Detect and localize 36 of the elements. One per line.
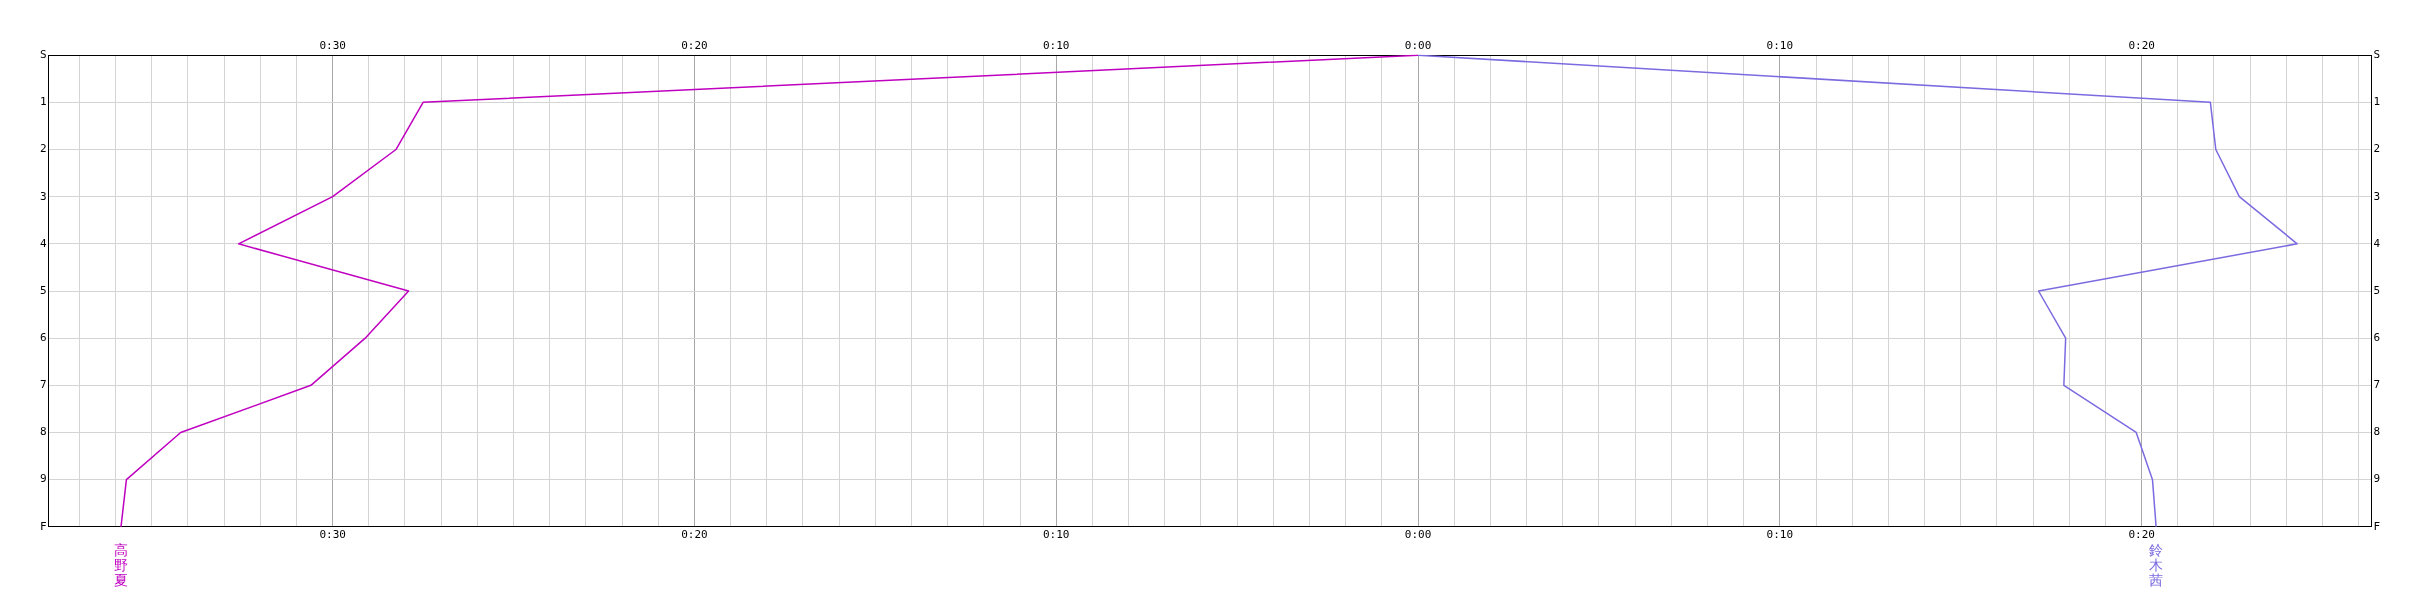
x-tick-label: 0:00 (1404, 528, 1432, 542)
y2-tick-label: 4 (40, 236, 47, 250)
x-tick-label: 0:10 (1766, 528, 1794, 542)
x-tick-label: 0:20 (681, 528, 708, 542)
y2-tick-label: 6 (40, 331, 47, 345)
y-tick-label: 5 (2373, 283, 2380, 297)
x2-tick-label: 0:30 (319, 39, 346, 53)
y2-tick-label: 3 (40, 189, 47, 203)
y-tick-label: 9 (2373, 472, 2380, 486)
y2-tick-label: S (40, 48, 47, 62)
y2-tick-label: 7 (40, 378, 47, 392)
y-tick-label: 3 (2373, 189, 2380, 203)
x2-tick-label: 0:20 (681, 39, 708, 53)
y-tick-label: 1 (2373, 95, 2380, 109)
y-tick-label: 7 (2373, 378, 2380, 392)
x-tick-label: 0:10 (1042, 528, 1070, 542)
y2-tick-label: 2 (40, 142, 47, 156)
x-tick-label: 0:30 (319, 528, 346, 542)
x2-tick-label: 0:10 (1042, 39, 1070, 53)
series-label: 高野夏 (113, 542, 128, 589)
y-tick-label: F (2373, 519, 2380, 533)
y-tick-label: 6 (2373, 331, 2380, 345)
y2-tick-label: 5 (40, 283, 47, 297)
series-label: 鈴木茜 (2149, 542, 2164, 589)
y2-tick-label: 8 (40, 425, 47, 439)
x2-tick-label: 0:20 (2128, 39, 2155, 53)
y-tick-label: 8 (2373, 425, 2380, 439)
y2-tick-label: 1 (40, 95, 47, 109)
y-tick-label: S (2373, 48, 2380, 62)
x-tick-label: 0:20 (2128, 528, 2155, 542)
y2-tick-label: F (40, 519, 47, 533)
x2-tick-label: 0:00 (1404, 39, 1432, 53)
y-tick-label: 2 (2373, 142, 2380, 156)
x2-tick-label: 0:10 (1766, 39, 1794, 53)
y-tick-label: 4 (2373, 236, 2381, 250)
y2-tick-label: 9 (40, 472, 47, 486)
